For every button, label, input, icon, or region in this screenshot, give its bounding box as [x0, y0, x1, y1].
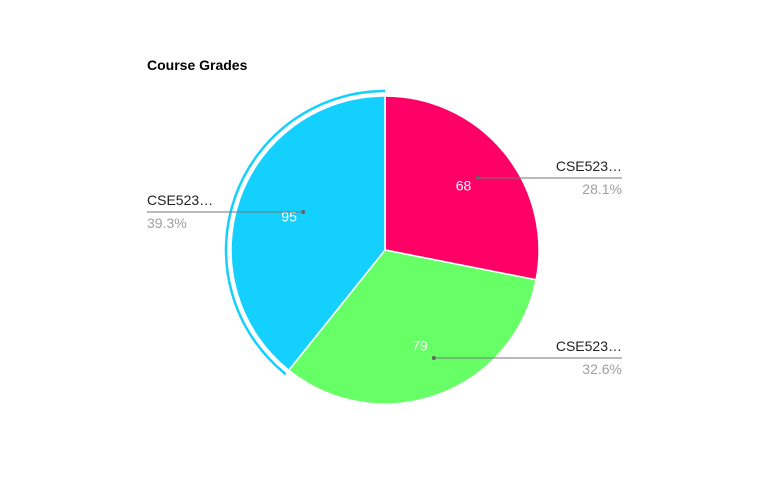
slice-category-label: CSE523…	[556, 338, 622, 354]
slice-category-label: CSE523…	[556, 158, 622, 174]
data-label: 95	[281, 208, 297, 224]
slice-percent-label: 32.6%	[582, 361, 622, 377]
pie-slice-highlight-ring	[224, 89, 386, 376]
data-label: 79	[412, 337, 428, 353]
pie-slice	[384, 95, 540, 281]
pie-slice	[287, 249, 537, 405]
slice-category-label: CSE523…	[147, 192, 213, 208]
data-label: 68	[456, 177, 472, 193]
pie-slice	[230, 95, 386, 372]
slice-percent-label: 28.1%	[582, 181, 622, 197]
slice-percent-label: 39.3%	[147, 215, 187, 231]
chart-title: Course Grades	[147, 57, 248, 73]
